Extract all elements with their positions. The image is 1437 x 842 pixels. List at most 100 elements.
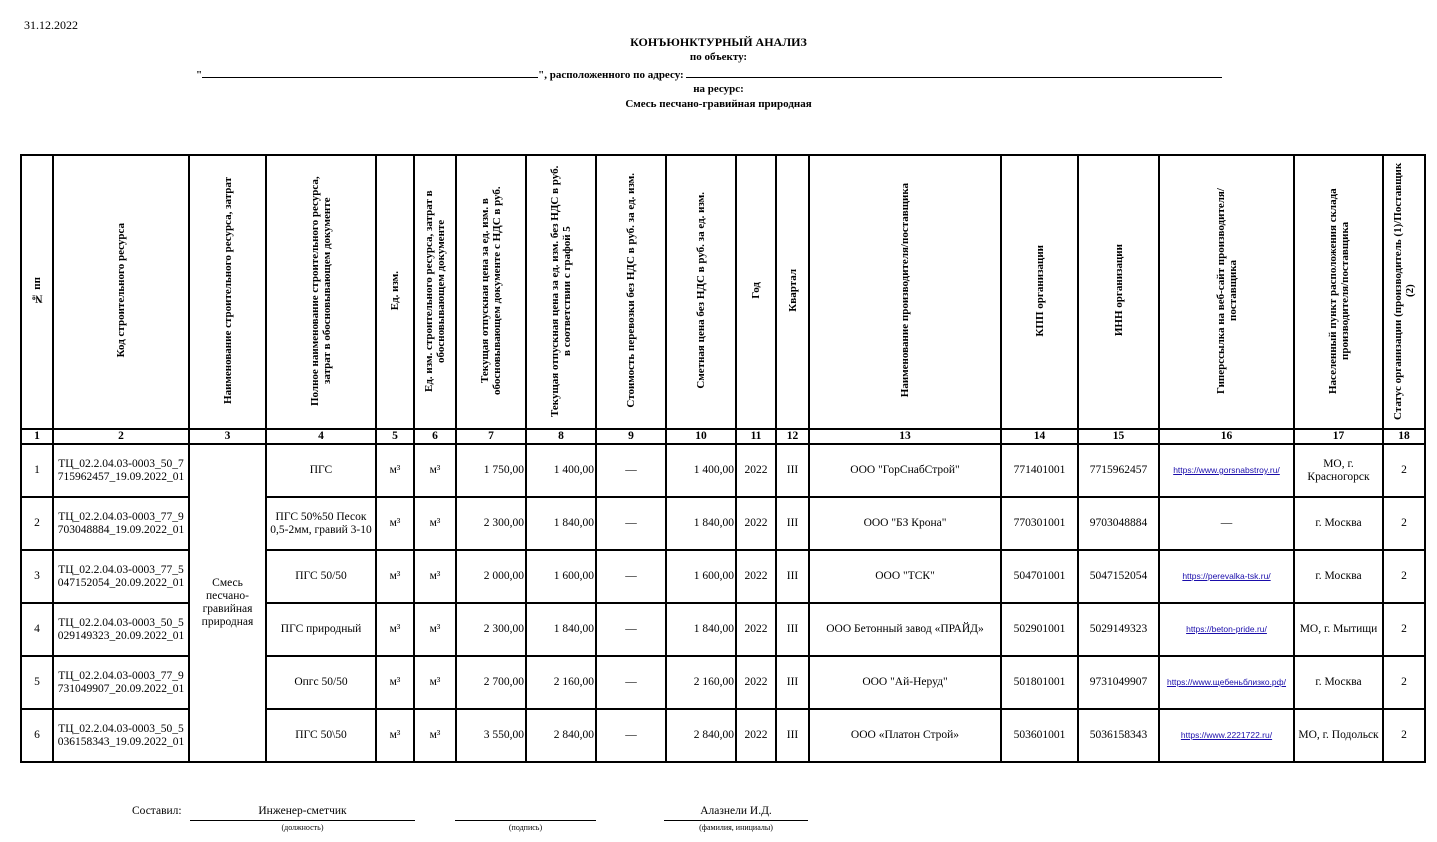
cell-status: 2 — [1382, 549, 1426, 604]
cell-unit: м³ — [375, 655, 415, 710]
table-row: 3 ТЦ_02.2.04.03-0003_77_5047152054_20.09.… — [20, 549, 1426, 604]
signature-line — [455, 820, 596, 821]
cell-code: ТЦ_02.2.04.03-0003_77_9731049907_20.09.2… — [52, 655, 190, 710]
table-row: 4 ТЦ_02.2.04.03-0003_50_5029149323_20.09.… — [20, 602, 1426, 657]
signature-caption: (подпись) — [508, 823, 543, 832]
cell-full: ПГС природный — [265, 602, 377, 657]
cell-price-novat: 1 840,00 — [525, 602, 597, 657]
header-row: № пп Код строительного ресурса Наименовани… — [20, 154, 1426, 430]
cell-supplier: ООО "Ай-Неруд" — [808, 655, 1002, 710]
subtitle-object: по объекту: — [689, 51, 748, 63]
cell-unit-doc: м³ — [413, 549, 457, 604]
column-number: 6 — [413, 428, 457, 445]
column-header-label: Наименование производителя/поставщика — [899, 183, 911, 398]
column-header: Наименование производителя/поставщика — [808, 154, 1002, 430]
cell-code: ТЦ_02.2.04.03-0003_50_5036158343_19.09.2… — [52, 708, 190, 763]
column-header-label: Квартал — [786, 269, 799, 312]
cell-n: 4 — [20, 602, 54, 657]
column-number: 11 — [735, 428, 777, 445]
cell-status: 2 — [1382, 708, 1426, 763]
cell-url: https://www.2221722.ru/ — [1158, 708, 1295, 763]
cell-transport: — — [595, 708, 667, 763]
cell-unit-doc: м³ — [413, 602, 457, 657]
cell-unit: м³ — [375, 496, 415, 551]
column-header-label: Код строительного ресурса — [115, 223, 127, 358]
resource-name-cell: Смесь песчано-гравийная природная — [188, 443, 267, 763]
cell-code: ТЦ_02.2.04.03-0003_50_5029149323_20.09.2… — [52, 602, 190, 657]
subtitle-resource: на ресурс: — [693, 83, 744, 95]
position-caption: (должность) — [281, 823, 324, 832]
cell-n: 6 — [20, 708, 54, 763]
column-number: 4 — [265, 428, 377, 445]
name-value: Алазнели И.Д. — [700, 805, 772, 817]
supplier-website-link[interactable]: https://beton-pride.ru/ — [1186, 624, 1267, 634]
cell-unit: м³ — [375, 708, 415, 763]
column-header: Код строительного ресурса — [52, 154, 190, 430]
cell-full: ПГС 50%50 Песок 0,5-2мм, гравий 3-10 — [265, 496, 377, 551]
address-line: " ", расположенного по адресу: — [196, 67, 1223, 82]
cell-city: г. Москва — [1293, 549, 1384, 604]
cell-quarter: III — [775, 655, 810, 710]
cell-url: — — [1158, 496, 1295, 551]
cell-status: 2 — [1382, 655, 1426, 710]
cell-supplier: ООО "ГорСнабСтрой" — [808, 443, 1002, 498]
cell-n: 2 — [20, 496, 54, 551]
compiled-by-label: Составил: — [132, 805, 182, 817]
cell-unit: м³ — [375, 549, 415, 604]
cell-kpp: 502901001 — [1000, 602, 1079, 657]
address-blank — [686, 67, 1223, 78]
column-number-row: 1 2 3 4 5 6 7 8 9 10 11 12 13 14 15 16 17 18 — [20, 428, 1426, 445]
column-header: Сметная цена без НДС в руб. за ед. изм. — [665, 154, 737, 430]
position-line — [190, 820, 415, 821]
cell-code: ТЦ_02.2.04.03-0003_50_7715962457_19.09.2… — [52, 443, 190, 498]
supplier-website-link[interactable]: https://www.gorsnabstroy.ru/ — [1173, 465, 1280, 475]
cell-kpp: 501801001 — [1000, 655, 1079, 710]
resource-name: Смесь песчано-гравийная природная — [625, 98, 812, 110]
cell-supplier: ООО Бетонный завод «ПРАЙД» — [808, 602, 1002, 657]
column-header: Статус организации (производитель (1)/По… — [1382, 154, 1426, 430]
column-header: Стоимость перевозки без НДС в руб. за ед… — [595, 154, 667, 430]
document-title: КОНЪЮНКТУРНЫЙ АНАЛИЗ — [630, 35, 807, 49]
cell-price-vat: 2 300,00 — [455, 496, 527, 551]
supplier-website-link[interactable]: https://www.щебеньблизко.рф/ — [1166, 677, 1287, 687]
document-date: 31.12.2022 — [24, 18, 78, 32]
column-number: 7 — [455, 428, 527, 445]
cell-unit: м³ — [375, 602, 415, 657]
cell-estimate: 1 840,00 — [665, 602, 737, 657]
cell-status: 2 — [1382, 496, 1426, 551]
cell-unit-doc: м³ — [413, 496, 457, 551]
name-line — [664, 820, 808, 821]
cell-year: 2022 — [735, 549, 777, 604]
column-header-label: Гиперссылка на веб-сайт производителя/по… — [1214, 187, 1239, 394]
column-number: 18 — [1382, 428, 1426, 445]
column-header: Наименование строительного ресурса, затр… — [188, 154, 267, 430]
cell-full: ПГС 50\50 — [265, 708, 377, 763]
cell-full: ПГС — [265, 443, 377, 498]
cell-year: 2022 — [735, 602, 777, 657]
supplier-website-link[interactable]: https://www.2221722.ru/ — [1180, 730, 1273, 740]
column-header-label: Ед. изм. — [389, 270, 401, 311]
open-quote: " — [196, 69, 203, 81]
cell-n: 1 — [20, 443, 54, 498]
column-header-label: КПП организации — [1033, 244, 1046, 337]
cell-transport: — — [595, 496, 667, 551]
cell-estimate: 1 600,00 — [665, 549, 737, 604]
supplier-website-link[interactable]: https://perevalka-tsk.ru/ — [1182, 571, 1271, 581]
cell-quarter: III — [775, 549, 810, 604]
cell-quarter: III — [775, 443, 810, 498]
cell-price-novat: 2 160,00 — [525, 655, 597, 710]
column-header: Год — [735, 154, 777, 430]
column-header-label: ИНН организации — [1112, 244, 1125, 337]
name-caption: (фамилия, инициалы) — [699, 823, 773, 832]
object-name-blank — [202, 67, 539, 78]
cell-kpp: 770301001 — [1000, 496, 1079, 551]
cell-price-vat: 2 000,00 — [455, 549, 527, 604]
column-header-label: Текущая отпускная цена за ед. изм. в обо… — [479, 186, 503, 395]
column-number: 10 — [665, 428, 737, 445]
column-number: 14 — [1000, 428, 1079, 445]
cell-supplier: ООО "БЗ Крона" — [808, 496, 1002, 551]
cell-quarter: III — [775, 602, 810, 657]
cell-unit: м³ — [375, 443, 415, 498]
column-header-label: Населенный пункт расположения склада про… — [1326, 187, 1351, 394]
column-number: 15 — [1077, 428, 1160, 445]
